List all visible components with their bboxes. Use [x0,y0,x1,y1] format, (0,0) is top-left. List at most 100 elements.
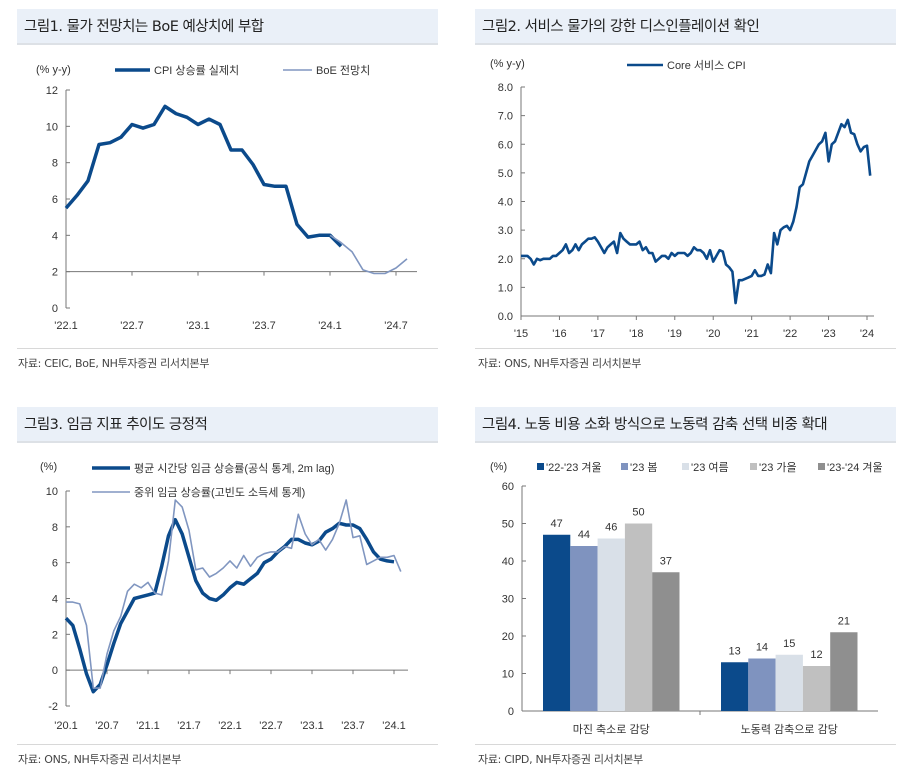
y-tick-label: 60 [502,481,514,493]
legend-swatch-2 [621,463,628,470]
y-tick-label: 40 [502,556,514,568]
y-tick-label: 20 [502,631,514,643]
legend-label-3: '23 여름 [691,461,729,474]
figure-2-source: 자료: ONS, NH투자증권 리서치본부 [478,357,642,370]
x-tick-label: '20 [706,328,720,340]
bar [802,666,831,711]
legend-swatch-3 [682,463,689,470]
data-label: 12 [810,649,822,661]
legend-swatch-5 [818,463,825,470]
y-tick-label: -2 [48,701,58,713]
x-tick-label: '24.7 [384,320,408,332]
unit-label: (% y-y) [36,64,71,76]
y-tick-label: 10 [46,486,58,498]
series-line-1 [521,118,872,305]
y-tick-label: 7.0 [498,111,513,123]
x-tick-label: '24 [860,328,874,340]
y-tick-label: 12 [46,85,58,97]
y-tick-label: 6 [52,194,58,206]
x-tick-label: '23.1 [186,320,210,332]
y-tick-label: 10 [502,669,514,681]
y-tick-label: 2 [52,267,58,279]
x-tick-label: '18 [629,328,643,340]
x-tick-label: '21.1 [136,720,160,732]
y-tick-label: 4 [52,594,58,606]
data-label: 14 [756,642,768,654]
legend-label-2: '23 봄 [630,461,658,474]
y-tick-label: 0 [52,665,58,677]
legend-swatch-1 [537,463,544,470]
x-tick-label: '22 [783,328,797,340]
x-tick-label: '17 [591,328,605,340]
category-label: 노동력 감축으로 감당 [741,723,838,736]
y-tick-label: 3.0 [498,225,513,237]
divider [17,744,438,745]
x-tick-label: '19 [668,328,682,340]
x-tick-label: '24.1 [382,720,406,732]
y-tick-label: 30 [502,594,514,606]
legend-label-1: 평균 시간당 임금 상승률(공식 통계, 2m lag) [134,462,334,475]
y-tick-label: 0.0 [498,311,513,323]
x-tick-label: '20.7 [95,720,119,732]
data-label: 15 [783,638,795,650]
bar [775,654,803,711]
x-tick-label: '23.1 [300,720,324,732]
x-tick-label: '16 [552,328,566,340]
series-line-2 [66,499,402,689]
y-tick-label: 6 [52,558,58,570]
x-tick-label: '21.7 [177,720,201,732]
y-tick-label: 0 [52,303,58,315]
unit-label: (%) [490,461,507,473]
data-label: 50 [632,507,644,519]
y-tick-label: 4.0 [498,197,513,209]
x-tick-label: '22.7 [120,320,144,332]
legend-label-2: BoE 전망치 [316,64,370,77]
divider [17,348,438,349]
y-tick-label: 1.0 [498,282,513,294]
y-tick-label: 0 [508,706,514,718]
legend-label-1: '22-'23 겨울 [546,461,602,474]
y-tick-label: 4 [52,230,58,242]
series-line-2 [329,234,408,275]
legend-swatch-4 [750,463,757,470]
bar [652,572,680,711]
data-label: 47 [551,518,563,530]
x-tick-label: '23.7 [252,320,276,332]
figure-4-title: 그림4. 노동 비용 소화 방식으로 노동력 감축 선택 비중 확대 [475,407,896,443]
bar [597,538,625,711]
bar [721,662,749,711]
figure-1-source: 자료: CEIC, BoE, NH투자증권 리서치본부 [18,357,210,370]
x-tick-label: '21 [744,328,758,340]
legend-label-5: '23-'24 겨울 [827,461,883,474]
divider [475,744,896,745]
figure-1-title: 그림1. 물가 전망치는 BoE 예상치에 부합 [17,9,438,45]
y-tick-label: 8.0 [498,82,513,94]
divider [475,348,896,349]
category-label: 마진 축소로 감당 [573,723,650,736]
data-label: 44 [578,529,590,541]
y-tick-label: 6.0 [498,139,513,151]
unit-label: (% y-y) [490,58,525,70]
bar [543,534,571,711]
x-tick-label: '23 [821,328,835,340]
y-tick-label: 2.0 [498,254,513,266]
x-tick-label: '23.7 [341,720,365,732]
unit-label: (%) [40,461,57,473]
data-label: 13 [729,645,741,657]
legend-label-1: CPI 상승률 실제치 [154,64,239,77]
y-tick-label: 50 [502,519,514,531]
y-tick-label: 8 [52,158,58,170]
x-tick-label: '22.1 [54,320,78,332]
x-tick-label: '24.1 [318,320,342,332]
y-tick-label: 10 [46,121,58,133]
y-tick-label: 2 [52,629,58,641]
bar [570,546,598,711]
series-line-1 [64,104,343,248]
figure-3-source: 자료: ONS, NH투자증권 리서치본부 [18,753,182,766]
x-tick-label: '22.7 [259,720,283,732]
x-tick-label: '22.1 [218,720,242,732]
figure-4-source: 자료: CIPD, NH투자증권 리서치본부 [478,753,643,766]
